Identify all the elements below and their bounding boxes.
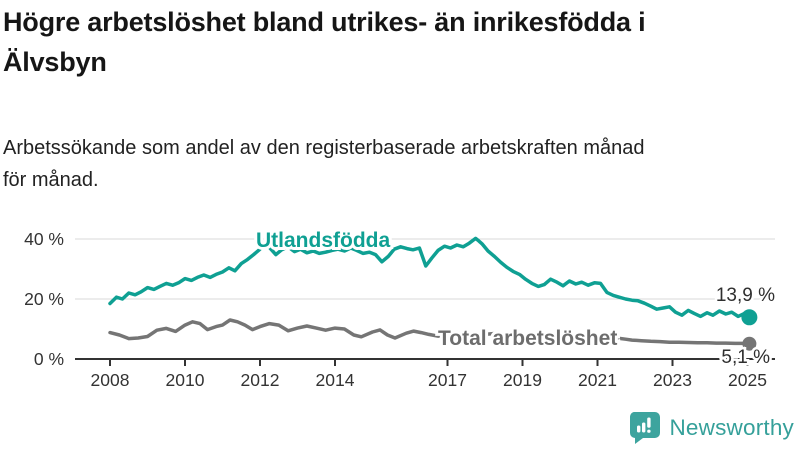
x-tick-label: 2012	[241, 370, 280, 390]
series-end-dot-1	[742, 336, 757, 351]
x-tick-label: 2017	[428, 370, 467, 390]
x-tick-label: 2019	[503, 370, 542, 390]
x-tick-label: 2023	[653, 370, 692, 390]
x-tick-label: 2014	[316, 370, 355, 390]
chart-subtitle-line2: för månad.	[3, 169, 99, 191]
series-line-0	[108, 236, 752, 320]
y-tick-label: 0 %	[34, 349, 64, 369]
series-end-dot-0	[741, 309, 758, 326]
chart-title-line2: Älvsbyn	[3, 47, 107, 77]
series-label-utlandsfodda: Utlandsfödda	[256, 229, 390, 252]
series-label-total-arbetsloshet: Total arbetslöshet	[438, 327, 617, 350]
label-layer: Utlandsfödda Total arbetslöshet 13,9 % 5…	[253, 226, 778, 371]
y-tick-label: 40 %	[24, 229, 64, 249]
x-tick-label: 2025	[728, 370, 767, 390]
series-line-1	[108, 318, 752, 346]
chart-title-line1: Högre arbetslöshet bland utrikes- än inr…	[3, 7, 646, 37]
series-layer	[108, 236, 758, 351]
end-value-label-utlandsfodda: 13,9 %	[716, 285, 775, 306]
line-chart-svg: 0 % 20 % 40 % 2008 2010 2012 2014 2017 2019 2021 2…	[24, 226, 778, 390]
y-tick-label: 20 %	[24, 289, 64, 309]
chart-subtitle: Arbetssökande som andel av den registerb…	[3, 132, 797, 196]
bar-chart-speech-bubble-icon	[630, 412, 661, 444]
end-value-label-total: 5,1 %	[721, 347, 770, 368]
x-tick-label: 2021	[578, 370, 617, 390]
newsworthy-wordmark: Newsworthy	[669, 415, 794, 440]
chart-subtitle-line1: Arbetssökande som andel av den registerb…	[3, 137, 645, 159]
chart-title: Högre arbetslöshet bland utrikes- än inr…	[3, 2, 797, 82]
line-chart: 0 % 20 % 40 % 2008 2010 2012 2014 2017 2019 2021 2…	[0, 215, 800, 405]
grid-layer: 0 % 20 % 40 % 2008 2010 2012 2014 2017 2019 2021 2…	[24, 229, 775, 390]
x-tick-label: 2010	[166, 370, 205, 390]
x-tick-label: 2008	[91, 370, 130, 390]
newsworthy-logo: Newsworthy	[630, 412, 794, 444]
